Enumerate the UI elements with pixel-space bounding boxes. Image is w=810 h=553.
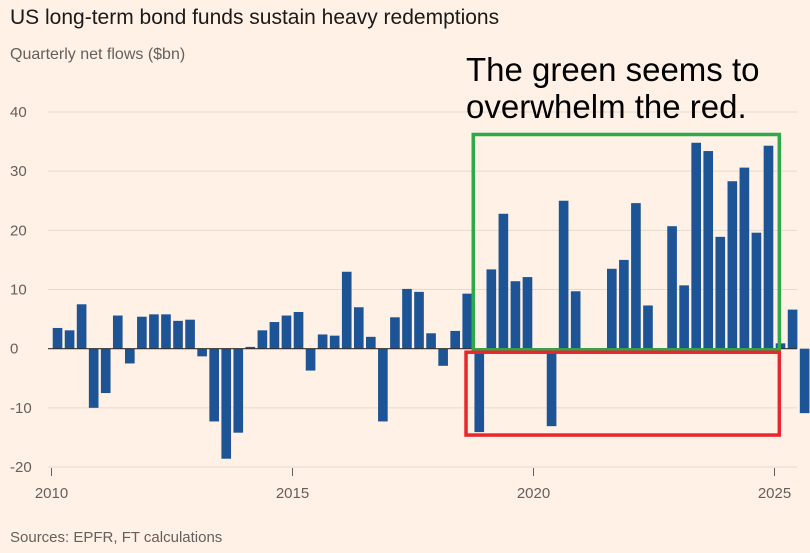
y-tick-label: -20 <box>10 459 32 476</box>
bar <box>221 348 232 459</box>
bar <box>414 291 424 349</box>
bar <box>462 293 473 349</box>
bar <box>619 259 629 349</box>
bar <box>76 304 87 349</box>
annotation-text: The green seems to overwhelm the red. <box>466 51 760 125</box>
annotation-line-1: The green seems to <box>466 51 760 88</box>
bar <box>607 268 617 349</box>
bar <box>185 319 195 349</box>
bar <box>64 330 75 349</box>
bar <box>269 322 280 349</box>
bar <box>100 348 111 394</box>
bar <box>498 213 509 349</box>
bar <box>125 348 135 364</box>
bar <box>667 226 677 349</box>
x-tick-label: 2010 <box>35 485 68 502</box>
bar <box>522 277 533 349</box>
y-tick-label: 20 <box>10 222 27 239</box>
bar <box>257 330 268 349</box>
bar <box>305 348 316 371</box>
chart-subtitle: Quarterly net flows ($bn) <box>10 46 186 63</box>
bar <box>438 348 448 366</box>
bar <box>631 203 641 349</box>
bar <box>378 348 388 422</box>
bar <box>474 348 485 433</box>
bar <box>426 333 436 349</box>
bar <box>233 348 244 433</box>
bar <box>486 269 497 349</box>
bar <box>510 281 521 349</box>
bar <box>281 315 292 349</box>
bar <box>727 181 738 349</box>
y-tick-label: 30 <box>10 163 27 180</box>
bar <box>341 271 352 349</box>
bar <box>570 291 581 349</box>
bar <box>149 314 159 349</box>
bar <box>52 327 63 349</box>
bar <box>245 346 256 349</box>
x-tick-label: 2025 <box>758 485 791 502</box>
red-annotation-box <box>464 350 782 437</box>
bar <box>703 151 714 349</box>
bar <box>209 348 219 422</box>
chart-title: US long-term bond funds sustain heavy re… <box>10 6 500 29</box>
bar <box>751 232 762 349</box>
x-tick-label: 2015 <box>276 485 309 502</box>
bar <box>715 236 726 349</box>
bar <box>787 309 798 349</box>
bar <box>88 348 99 408</box>
bar <box>691 142 701 349</box>
bar <box>197 348 207 357</box>
bar <box>402 288 412 349</box>
y-tick-label: 10 <box>10 282 27 299</box>
bar <box>558 200 569 349</box>
y-tick-label: 40 <box>10 104 27 121</box>
bar <box>137 316 147 349</box>
bar <box>173 320 183 349</box>
annotation-line-2: overwhelm the red. <box>466 88 747 125</box>
bar <box>643 305 653 349</box>
bar <box>317 334 328 349</box>
bar <box>390 317 400 349</box>
bar <box>161 314 171 349</box>
x-tick-label: 2020 <box>517 485 550 502</box>
bar <box>293 311 304 349</box>
y-tick-label: 0 <box>10 341 18 358</box>
bar <box>546 348 557 427</box>
bar <box>739 167 750 349</box>
bar <box>112 315 123 349</box>
bar <box>450 330 460 349</box>
bar <box>366 336 376 349</box>
bar <box>799 348 810 414</box>
y-tick-label: -10 <box>10 400 32 417</box>
green-annotation-box <box>471 132 782 352</box>
source-note: Sources: EPFR, FT calculations <box>10 529 223 546</box>
bar <box>329 335 340 349</box>
bar <box>353 307 364 349</box>
bar <box>763 145 774 349</box>
bar <box>679 285 689 349</box>
